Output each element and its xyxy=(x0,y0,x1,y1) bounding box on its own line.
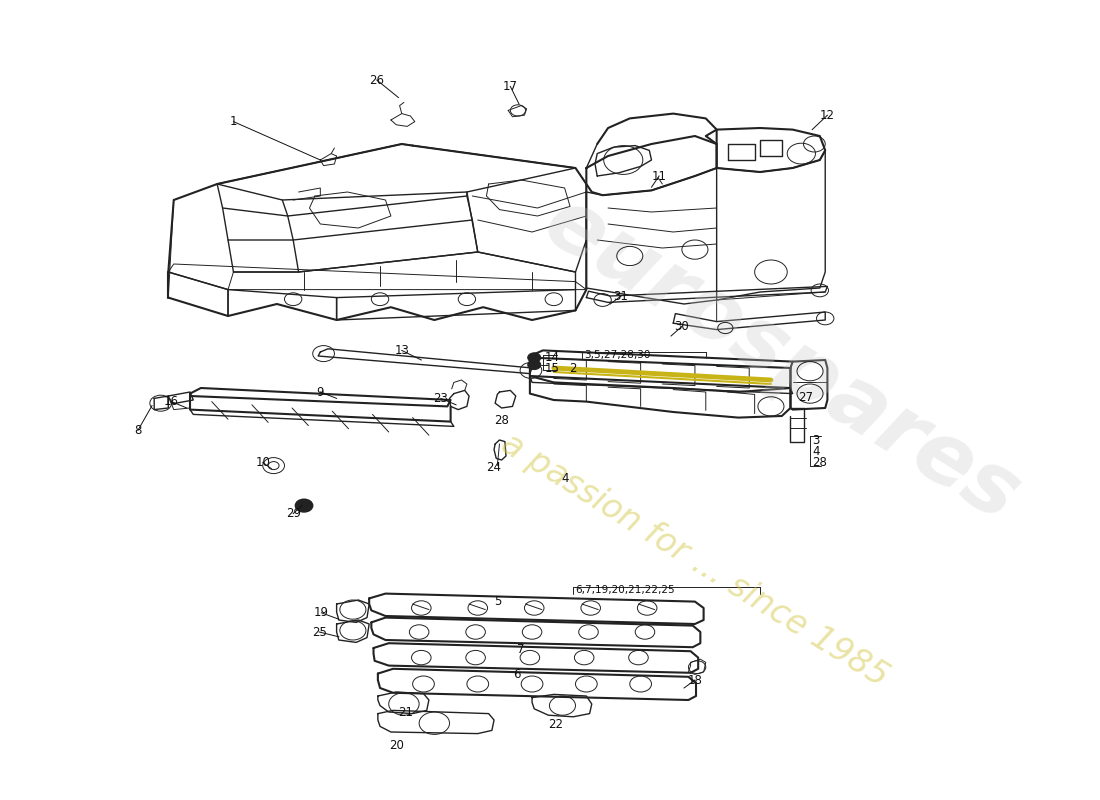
Text: 18: 18 xyxy=(688,674,703,686)
Text: 25: 25 xyxy=(311,626,327,638)
Text: 10: 10 xyxy=(255,456,271,469)
Text: 4: 4 xyxy=(812,445,820,458)
Text: 28: 28 xyxy=(812,456,827,469)
Circle shape xyxy=(528,360,541,370)
Text: a passion for ... since 1985: a passion for ... since 1985 xyxy=(495,426,894,694)
Text: eurospares: eurospares xyxy=(529,181,1035,539)
Text: 28: 28 xyxy=(494,414,509,427)
Text: 14: 14 xyxy=(546,351,560,364)
Text: 26: 26 xyxy=(370,74,384,86)
Text: 31: 31 xyxy=(614,290,628,302)
Text: 29: 29 xyxy=(286,507,300,520)
Text: 22: 22 xyxy=(549,718,563,731)
Text: 15: 15 xyxy=(546,362,560,374)
Text: 16: 16 xyxy=(164,395,179,408)
Text: 6,7,19,20,21,22,25: 6,7,19,20,21,22,25 xyxy=(575,586,675,595)
Text: 23: 23 xyxy=(433,392,449,405)
Text: 30: 30 xyxy=(674,320,690,333)
Text: 24: 24 xyxy=(486,461,502,474)
Circle shape xyxy=(295,499,312,512)
Circle shape xyxy=(528,353,541,362)
Text: 1: 1 xyxy=(230,115,238,128)
Text: 7: 7 xyxy=(517,643,525,656)
Text: 2: 2 xyxy=(569,362,576,374)
Text: 19: 19 xyxy=(314,606,329,619)
Text: 11: 11 xyxy=(651,170,667,182)
Text: 13: 13 xyxy=(394,344,409,357)
Text: 21: 21 xyxy=(398,706,414,718)
Text: 27: 27 xyxy=(799,391,813,404)
Text: 12: 12 xyxy=(820,109,835,122)
Text: 4: 4 xyxy=(561,472,569,485)
Text: 20: 20 xyxy=(389,739,404,752)
Text: 3,5,27,28,30: 3,5,27,28,30 xyxy=(584,350,650,360)
Text: 8: 8 xyxy=(134,424,142,437)
Text: 9: 9 xyxy=(317,386,324,398)
Text: 6: 6 xyxy=(513,668,520,681)
Text: 17: 17 xyxy=(503,80,518,93)
Text: 5: 5 xyxy=(494,595,502,608)
Text: 3: 3 xyxy=(812,434,820,446)
